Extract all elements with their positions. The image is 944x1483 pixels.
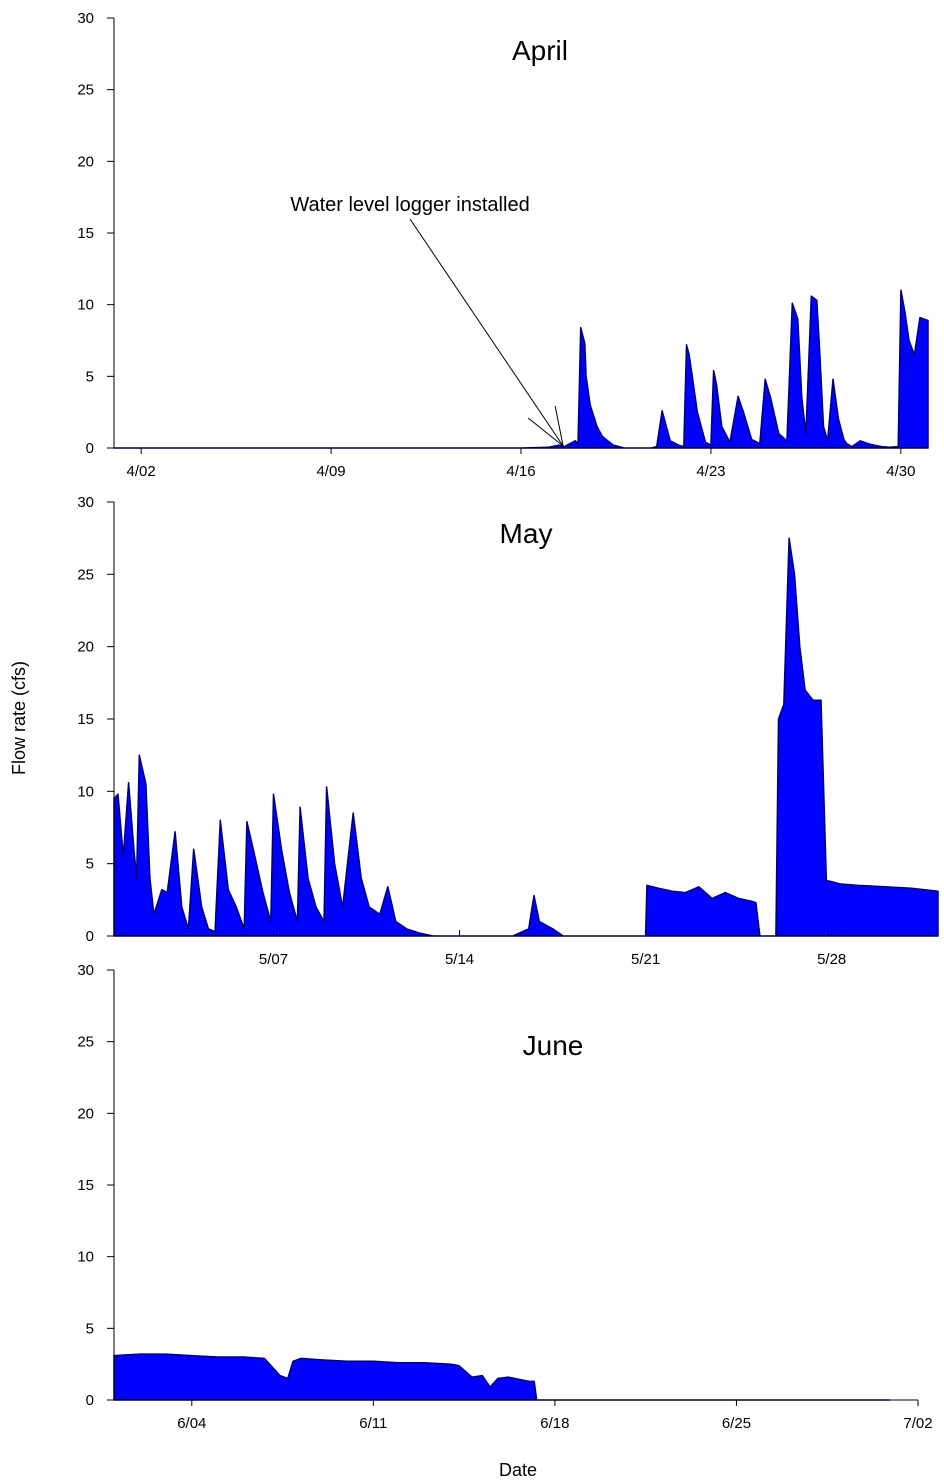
y-tick-label: 10 <box>77 1249 94 1266</box>
y-tick-label: 30 <box>77 10 94 27</box>
y-tick-label: 5 <box>86 1320 94 1337</box>
y-tick-label: 20 <box>77 1105 94 1122</box>
x-tick-label: 4/30 <box>886 463 915 480</box>
y-tick-label: 10 <box>77 783 94 800</box>
annotation-arrow <box>409 218 564 447</box>
panel-title: April <box>512 35 568 66</box>
x-tick-label: 6/04 <box>177 1415 206 1432</box>
x-tick-label: 6/25 <box>722 1415 751 1432</box>
y-tick-label: 15 <box>77 1177 94 1194</box>
annotation-arrowhead <box>527 417 564 447</box>
x-tick-label: 7/02 <box>903 1415 932 1432</box>
panel-may: 0 5 10 15 20 25 30 5/07 5/14 5/21 5/28 May <box>77 494 939 968</box>
x-tick-label: 5/21 <box>631 951 660 968</box>
x-tick-label: 5/14 <box>445 951 474 968</box>
y-tick-label: 25 <box>77 566 94 583</box>
y-tick-label: 30 <box>77 962 94 979</box>
y-tick-label: 25 <box>77 82 94 99</box>
y-tick-label: 20 <box>77 639 94 656</box>
panel-april: 0 5 10 15 20 25 30 4/02 4/09 4/16 4/23 4/30 April Wat… <box>77 10 929 480</box>
panel-title: June <box>523 1030 584 1061</box>
y-tick-label: 5 <box>86 368 94 385</box>
y-tick-label: 25 <box>77 1034 94 1051</box>
x-tick-label: 4/02 <box>127 463 156 480</box>
y-tick-label: 30 <box>77 494 94 511</box>
flow-area-may <box>113 537 939 937</box>
y-tick-label: 15 <box>77 711 94 728</box>
y-tick-label: 5 <box>86 856 94 873</box>
flow-area-june <box>113 1353 891 1401</box>
panel-title: May <box>500 518 553 549</box>
y-tick-label: 20 <box>77 153 94 170</box>
x-tick-label: 5/28 <box>817 951 846 968</box>
chart-panels: 0 5 10 15 20 25 30 4/02 4/09 4/16 4/23 4/30 April Wat… <box>77 10 939 1432</box>
y-tick-label: 0 <box>86 928 94 945</box>
x-tick-label: 6/18 <box>540 1415 569 1432</box>
x-tick-label: 4/16 <box>506 463 535 480</box>
x-tick-label: 4/09 <box>316 463 345 480</box>
annotation-label: Water level logger installed <box>290 194 529 216</box>
y-tick-label: 10 <box>77 297 94 314</box>
x-tick-label: 5/07 <box>259 951 288 968</box>
panel-june: 0 5 10 15 20 25 30 6/04 6/11 6/18 6/25 7/02 June <box>77 962 932 1432</box>
annotation-arrowhead <box>554 405 564 447</box>
y-axis-title: Flow rate (cfs) <box>9 661 29 775</box>
y-tick-label: 0 <box>86 1392 94 1409</box>
y-tick-label: 0 <box>86 440 94 457</box>
flow-area-april <box>113 289 929 449</box>
x-axis-title: Date <box>499 1460 537 1480</box>
x-tick-label: 4/23 <box>696 463 725 480</box>
y-tick-label: 15 <box>77 225 94 242</box>
x-tick-label: 6/11 <box>359 1415 387 1432</box>
